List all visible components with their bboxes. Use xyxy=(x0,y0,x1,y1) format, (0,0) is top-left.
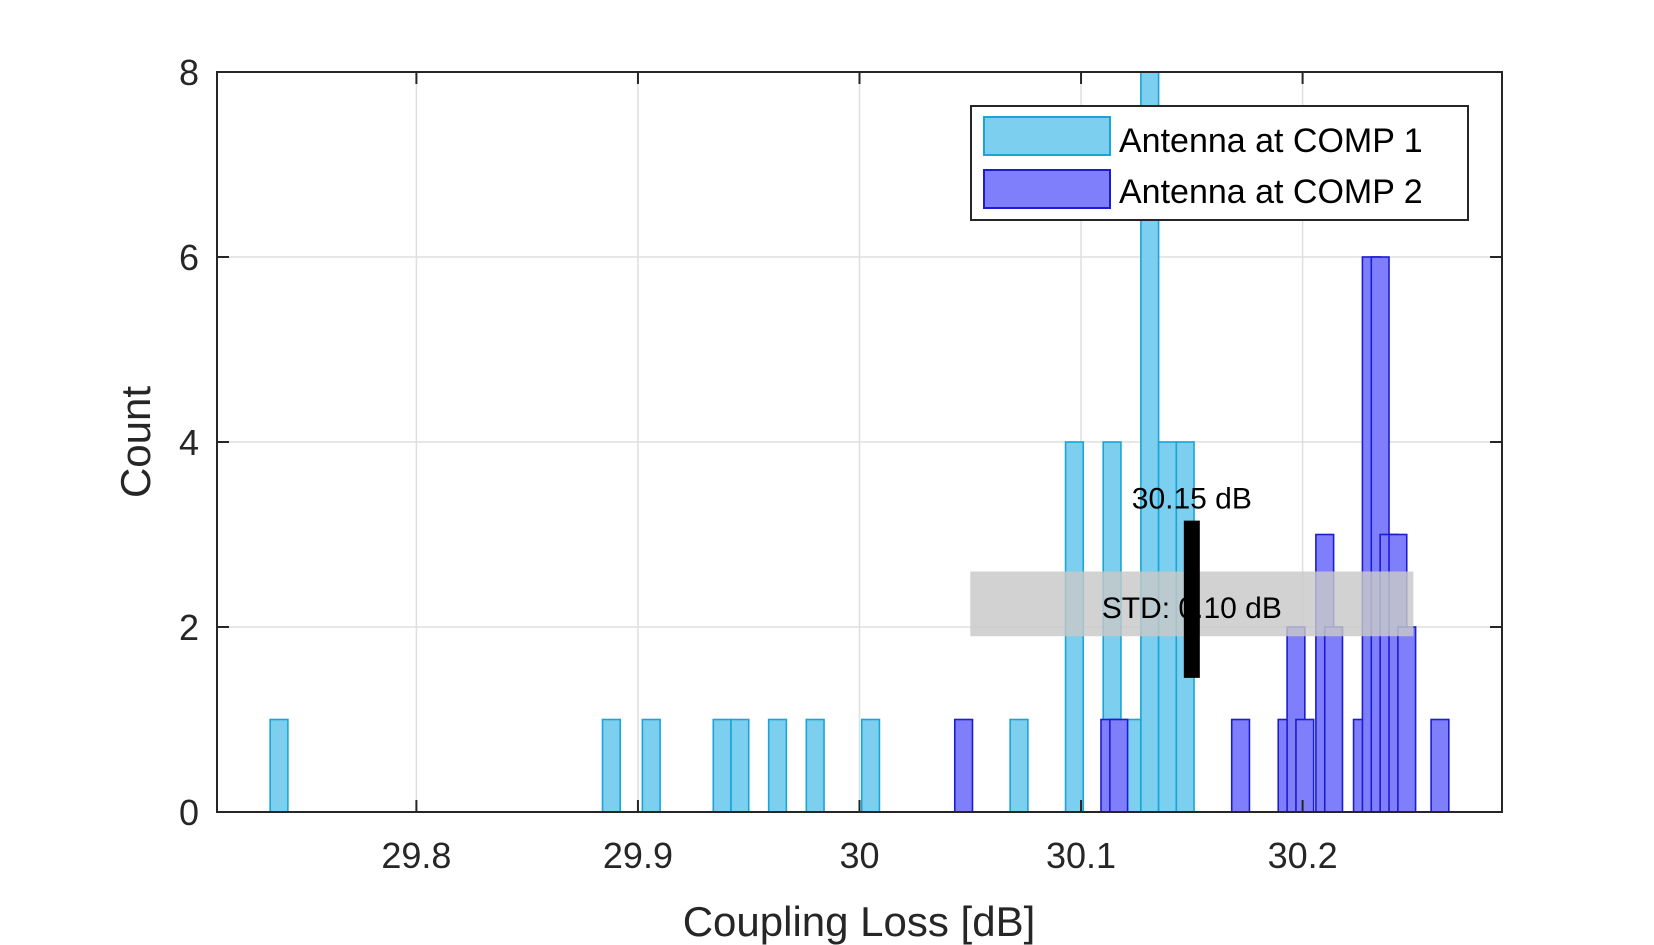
bar-series2-8 xyxy=(1323,626,1344,813)
bar-series2-6 xyxy=(1295,718,1315,813)
bar-series2-3 xyxy=(1230,718,1251,813)
bar-series1-8 xyxy=(1009,718,1029,813)
std-label: STD: 0.10 dB xyxy=(1102,592,1282,625)
legend: Antenna at COMP 1 Antenna at COMP 2 xyxy=(970,105,1469,221)
legend-swatch-comp1 xyxy=(983,116,1111,156)
y-tick-label-4: 8 xyxy=(179,52,199,93)
bar-series1-7 xyxy=(860,718,881,813)
x-tick-label-1: 29.9 xyxy=(603,835,673,876)
x-tick-label-0: 29.8 xyxy=(381,835,451,876)
bar-series2-2 xyxy=(1109,718,1129,813)
y-tick-label-2: 4 xyxy=(179,422,199,463)
legend-entry-comp2: Antenna at COMP 2 xyxy=(1119,173,1423,211)
bar-series1-5 xyxy=(767,718,788,813)
mean-marker xyxy=(1183,520,1200,678)
bar-series1-3 xyxy=(712,718,732,813)
bar-series1-4 xyxy=(730,718,750,813)
mean-label: 30.15 dB xyxy=(1132,483,1252,516)
annotations: 30.15 dB STD: 0.10 dB xyxy=(970,483,1414,678)
x-tick-label-4: 30.2 xyxy=(1268,835,1338,876)
bar-series1-1 xyxy=(601,718,622,813)
x-axis-label: Coupling Loss [dB] xyxy=(683,898,1036,945)
x-tick-label-3: 30.1 xyxy=(1046,835,1116,876)
bar-series2-0 xyxy=(953,718,974,813)
bar-series2-15 xyxy=(1430,718,1450,813)
axis-ticks: 29.8 29.9 30 30.1 30.2 0 2 4 6 8 xyxy=(179,52,1502,876)
y-tick-label-1: 2 xyxy=(179,607,199,648)
legend-entry-comp1: Antenna at COMP 1 xyxy=(1119,122,1423,160)
x-tick-label-2: 30 xyxy=(839,835,879,876)
y-tick-label-0: 0 xyxy=(179,792,199,833)
bar-series1-0 xyxy=(269,718,289,813)
y-tick-label-3: 6 xyxy=(179,237,199,278)
bar-series2-14 xyxy=(1397,626,1417,813)
legend-swatch-comp2 xyxy=(983,169,1111,209)
bar-series1-2 xyxy=(641,718,661,813)
y-axis-label: Count xyxy=(112,386,159,498)
bar-series1-6 xyxy=(805,718,825,813)
